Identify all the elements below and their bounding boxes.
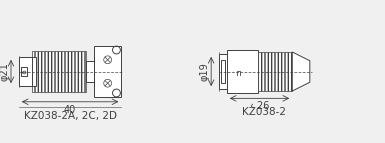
Bar — [21, 67, 27, 76]
Bar — [94, 46, 121, 97]
Bar — [32, 57, 36, 86]
Bar — [221, 60, 225, 83]
Bar — [86, 61, 94, 82]
Text: KZ038-2: KZ038-2 — [243, 107, 286, 117]
Text: ‹ 26: ‹ 26 — [250, 101, 269, 111]
Text: KZ038-2A, 2C, 2D: KZ038-2A, 2C, 2D — [23, 111, 117, 121]
Text: φ19: φ19 — [199, 62, 209, 81]
Bar — [219, 54, 227, 89]
Text: 40: 40 — [64, 105, 76, 115]
Bar — [258, 52, 292, 91]
Polygon shape — [292, 52, 310, 91]
Text: φ21: φ21 — [0, 62, 9, 81]
Bar — [19, 57, 32, 86]
Bar — [227, 49, 258, 94]
Bar — [32, 51, 86, 92]
